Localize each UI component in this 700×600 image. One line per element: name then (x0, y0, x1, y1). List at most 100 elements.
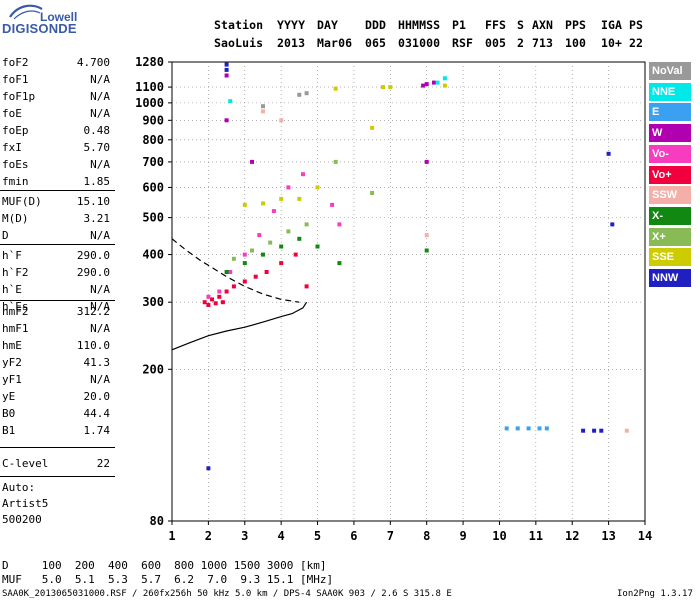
y-tick-label: 600 (142, 180, 164, 194)
data-point-sse (261, 201, 265, 206)
data-point-w (250, 159, 254, 164)
header-value-9: 100 (565, 36, 587, 50)
x-tick-label: 6 (350, 529, 357, 543)
data-point-x (279, 244, 284, 249)
header-value-11: 22 (629, 36, 644, 50)
header-value-10: 10+ (601, 36, 623, 50)
panel-divider (0, 190, 115, 191)
d-scale-row: D 100 200 400 600 800 1000 1500 3000 [km… (2, 559, 327, 572)
header-label-5: P1 (452, 18, 467, 32)
param-row: B1 1.74 (2, 424, 110, 441)
autoscale-note: 500200 (2, 513, 42, 526)
data-point-w (424, 82, 429, 87)
data-point-vo (253, 274, 258, 279)
data-point-sse (370, 125, 375, 130)
param-row: foF2 4.700 (2, 56, 110, 73)
param-name: foF1p (2, 90, 36, 103)
param-name: hmF1 (2, 322, 29, 335)
param-row: foF1p N/A (2, 90, 110, 107)
param-row: yE 20.0 (2, 390, 110, 407)
data-point-sse (297, 196, 302, 201)
param-name: hmE (2, 339, 22, 352)
panel-divider (0, 476, 115, 477)
logo-line2: DIGISONDE (2, 21, 77, 36)
data-point-x (315, 244, 320, 249)
y-tick-label: 1000 (135, 96, 164, 110)
data-point-sse (242, 202, 247, 207)
data-point-nnw (224, 62, 229, 67)
data-point-sse (333, 86, 338, 91)
panel-divider (0, 244, 115, 245)
data-point-noval (297, 92, 302, 97)
header-label-7: S (517, 18, 525, 32)
x-tick-label: 12 (565, 529, 579, 543)
logo-line1: Lowell (40, 10, 78, 24)
data-point-vo (217, 294, 222, 299)
data-point-noval (261, 104, 265, 109)
y-tick-label: 800 (142, 133, 164, 147)
header-label-3: DDD (365, 18, 387, 32)
x-tick-label: 8 (423, 529, 430, 543)
data-point-x (424, 248, 429, 253)
data-point-sse (315, 185, 320, 190)
param-name: D (2, 229, 9, 242)
data-point-vo (242, 252, 247, 257)
data-point-x (286, 229, 291, 234)
param-row: h`Es N/A (2, 300, 110, 317)
param-value: 1.74 (83, 424, 111, 437)
data-point-vo (242, 279, 247, 284)
y-tick-label: 200 (142, 362, 164, 376)
param-value: 290.0 (76, 266, 110, 279)
param-name: hmF2 (2, 305, 29, 318)
data-point-vo (231, 284, 236, 289)
param-name: h`F2 (2, 266, 29, 279)
param-row: yF1 N/A (2, 373, 110, 390)
header-value-0: SaoLuis (214, 36, 264, 50)
y-tick-label: 80 (150, 514, 164, 528)
data-point-w (421, 83, 426, 88)
legend-item-noval: NoVal (649, 62, 691, 80)
autoscale-note: Auto: (2, 481, 36, 494)
header-label-8: AXN (532, 18, 554, 32)
param-row: hmE 110.0 (2, 339, 110, 356)
legend-item-vo: Vo+ (649, 165, 691, 184)
param-value: N/A (90, 322, 110, 335)
header-label-0: Station (214, 18, 264, 32)
data-point-x (297, 236, 302, 241)
param-name: M(D) (2, 212, 29, 225)
param-name: foE (2, 107, 22, 120)
data-point-vo (210, 297, 214, 302)
data-point-vo (286, 185, 291, 190)
x-tick-label: 4 (278, 529, 285, 543)
param-row: foE N/A (2, 107, 110, 124)
legend-item-x: X- (649, 206, 691, 225)
y-tick-label: 1280 (135, 55, 164, 69)
data-point-ssw (261, 109, 265, 114)
dashed-profile-curve (171, 238, 300, 303)
y-tick-label: 700 (142, 155, 164, 169)
data-point-vo (330, 202, 335, 207)
footer-version: Ion2Png 1.3.17 (617, 589, 693, 599)
param-value: 312.2 (76, 305, 110, 318)
legend-item-vo: Vo- (649, 144, 691, 163)
legend-item-nne: NNE (649, 82, 691, 101)
x-tick-label: 2 (205, 529, 212, 543)
param-value: 5.70 (83, 141, 111, 154)
data-point-w (224, 118, 229, 123)
x-tick-label: 3 (241, 529, 248, 543)
param-value: 290.0 (76, 249, 110, 262)
param-name: B1 (2, 424, 16, 437)
param-value: 1.85 (83, 175, 111, 188)
data-point-x (231, 256, 236, 261)
param-name: yF2 (2, 356, 22, 369)
data-point-x (333, 159, 338, 164)
data-point-vo (220, 300, 225, 305)
data-point-ssw (424, 233, 429, 238)
param-row: fxI 5.70 (2, 141, 110, 158)
x-tick-label: 13 (601, 529, 615, 543)
legend-item-e: E (649, 103, 691, 122)
data-point-vo (301, 172, 305, 177)
digisonde-logo-icon (9, 4, 43, 20)
virtual-height-curve (171, 301, 308, 351)
param-value: 44.4 (83, 407, 111, 420)
